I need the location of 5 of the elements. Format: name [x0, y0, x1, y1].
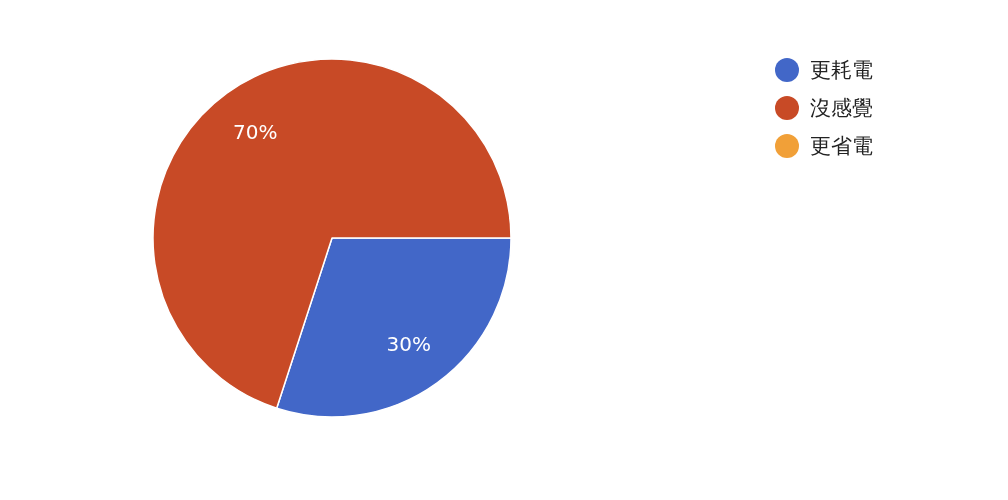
legend-label: 沒感覺 — [810, 96, 873, 121]
data-label: 30% — [386, 331, 432, 356]
legend-label: 更省電 — [810, 134, 873, 159]
data-label: 70% — [232, 120, 278, 145]
legend-label: 更耗電 — [810, 58, 873, 83]
